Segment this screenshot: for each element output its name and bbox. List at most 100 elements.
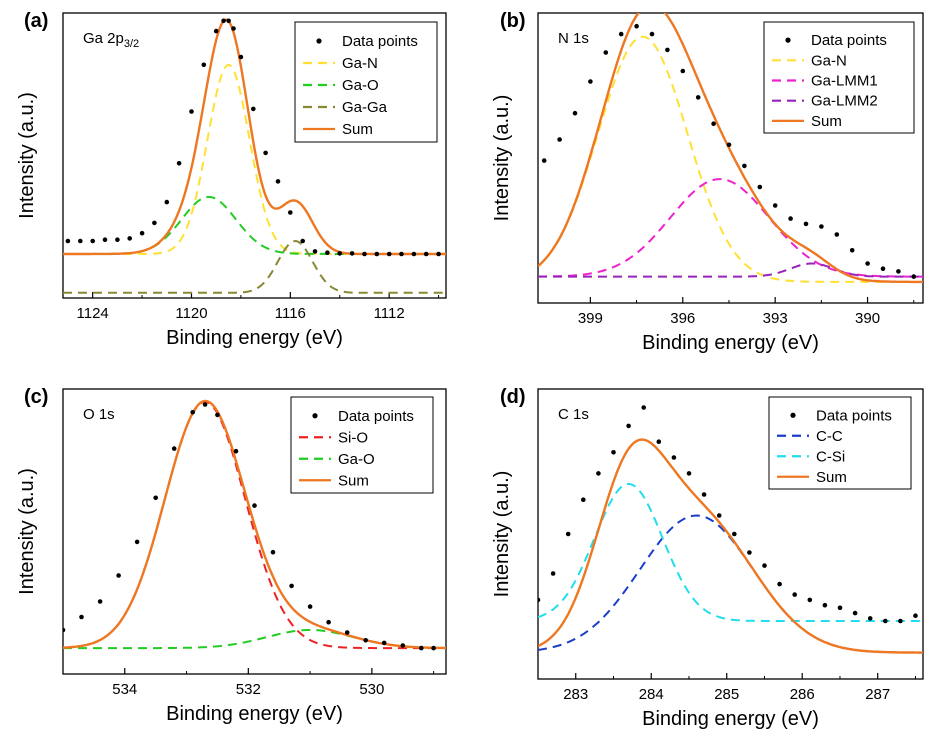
data-point (252, 503, 257, 508)
legend-label: Ga-LMM1 (811, 73, 878, 90)
x-tick-label: 285 (714, 686, 739, 703)
data-point (436, 251, 441, 257)
series-line-ga-ga (63, 239, 446, 294)
data-point (680, 68, 686, 74)
data-point (896, 269, 901, 274)
data-point (803, 221, 809, 227)
data-point (726, 142, 732, 148)
data-point (538, 597, 541, 603)
data-point (78, 238, 83, 244)
chart-panel-1: (a) Ga 2p3/2 1124 1120 1116 1112 Binding energ… (16, 10, 447, 349)
data-point (153, 495, 158, 501)
data-point (152, 220, 157, 226)
data-point (865, 261, 870, 266)
data-point (671, 455, 677, 460)
x-tick-label: 283 (563, 686, 588, 703)
y-axis-title: Intensity (a.u.) (16, 92, 38, 219)
legend-label: C-Si (816, 448, 845, 465)
series-line-ga-lmm2 (538, 262, 923, 278)
data-point (325, 250, 330, 255)
legend-marker (316, 38, 322, 44)
region-label: O 1s (83, 406, 115, 423)
data-point (213, 28, 219, 34)
chart-panel-2: (b) N 1s 399 396 393 390 Binding energy (eV) In… (491, 10, 924, 354)
x-tick-label: 286 (790, 686, 815, 703)
x-tick-label: 287 (865, 686, 890, 703)
region-label: Ga 2p3/2 (83, 30, 139, 50)
data-point (90, 238, 95, 244)
data-point (289, 583, 294, 589)
panel-label: (d) (500, 386, 526, 408)
legend-marker (790, 412, 796, 418)
chart-panel-4: (d) C 1s 283 284 285 286 287 Binding energy (eV… (491, 386, 924, 730)
data-point (190, 410, 195, 415)
series-line-ga-n (538, 35, 923, 283)
x-axis-title: Binding energy (eV) (166, 327, 343, 349)
y-axis-title: Intensity (a.u.) (16, 468, 38, 595)
data-point (898, 618, 903, 624)
data-point (565, 531, 571, 537)
data-point (419, 645, 424, 651)
data-point (772, 203, 778, 208)
data-point (807, 597, 813, 603)
data-point (711, 121, 716, 126)
series-line-ga-o (63, 196, 446, 255)
data-point (423, 251, 429, 257)
data-point (757, 184, 763, 190)
legend-label: Data points (338, 408, 414, 425)
x-axis-title: Binding energy (eV) (642, 708, 819, 730)
legend-marker (785, 37, 791, 43)
data-point (557, 137, 562, 142)
data-point (716, 513, 722, 518)
panel-label: (c) (24, 386, 48, 408)
data-point (626, 423, 631, 429)
x-tick-label: 532 (236, 681, 261, 698)
data-point (880, 266, 886, 272)
data-point (656, 439, 662, 445)
legend-label: C-C (816, 428, 843, 445)
data-point (176, 161, 182, 166)
data-point (238, 54, 244, 60)
y-axis-title: Intensity (a.u.) (491, 95, 513, 222)
data-point (541, 158, 547, 163)
data-point (381, 640, 387, 646)
region-label-subscript: 3/2 (124, 38, 139, 50)
x-tick-label: 1120 (175, 305, 207, 322)
data-point (732, 531, 737, 537)
data-point (762, 563, 767, 568)
data-point (550, 571, 556, 576)
x-tick-label: 534 (112, 681, 137, 698)
x-tick-label: 530 (359, 681, 384, 698)
legend-label: Ga-N (811, 52, 847, 69)
y-axis-title: Intensity (a.u.) (491, 471, 513, 598)
data-point (362, 251, 367, 257)
legend-label: Data points (816, 407, 892, 424)
data-point (201, 62, 207, 68)
data-point (270, 549, 276, 555)
data-point (374, 251, 380, 257)
data-point (400, 643, 406, 648)
legend-label: Sum (811, 113, 842, 130)
data-point (127, 236, 132, 241)
data-point (588, 79, 593, 84)
x-axis-title: Binding energy (eV) (642, 332, 819, 354)
data-point (226, 18, 231, 24)
data-point (788, 216, 793, 221)
data-point (189, 109, 194, 114)
data-point (79, 614, 84, 620)
data-point (251, 106, 256, 112)
data-point (581, 497, 586, 503)
data-point (97, 599, 103, 604)
data-point (701, 492, 707, 497)
data-point (337, 251, 343, 256)
x-tick-label: 1124 (77, 305, 109, 322)
plot-area (63, 399, 446, 651)
panel-label: (b) (500, 10, 526, 32)
data-point (215, 412, 220, 418)
x-tick-label: 390 (855, 310, 880, 327)
series-line-sum (63, 18, 446, 256)
data-point (386, 251, 392, 257)
data-point (849, 248, 855, 253)
data-point (312, 249, 318, 254)
data-point (65, 238, 71, 244)
